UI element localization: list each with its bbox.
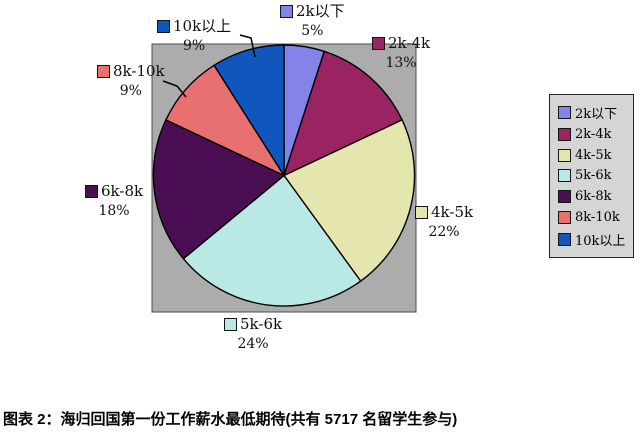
- callout-label: 4k-5k: [431, 203, 474, 221]
- callout-label: 5k-6k: [240, 315, 283, 333]
- pie-slice-2k-4k: [282, 50, 404, 177]
- legend-item-6k-8k: 6k-8k: [558, 189, 633, 204]
- pie-slice-4k-5k: [282, 118, 416, 283]
- callout-8k-10k: 8k-10k 9%: [97, 62, 165, 100]
- pie-slice-6k-8k: [152, 118, 286, 260]
- legend-swatch-icon: [558, 233, 571, 247]
- legend-item-5k-6k: 5k-6k: [558, 168, 633, 183]
- legend-swatch-icon: [558, 190, 571, 204]
- legend-item-10k以上: 10k以上: [558, 230, 633, 249]
- legend-item-label: 6k-8k: [575, 189, 612, 205]
- callout-percent: 18%: [98, 203, 130, 220]
- callout-percent: 9%: [182, 38, 206, 55]
- callout-label: 6k-8k: [101, 182, 144, 200]
- pie-slice-10k以上: [213, 44, 285, 178]
- legend-swatch-icon: [558, 210, 571, 224]
- legend-item-label: 5k-6k: [575, 168, 612, 184]
- legend-item-label: 2k以下: [575, 106, 618, 122]
- callout-label: 2k-4k: [388, 34, 431, 52]
- callout-label: 8k-10k: [113, 62, 165, 80]
- pie-slices-group: [152, 44, 416, 307]
- callout-2k-4k: 2k-4k 13%: [372, 34, 431, 72]
- legend-item-2k以下: 2k以下: [558, 103, 633, 122]
- color-swatch-icon: [85, 185, 98, 199]
- leader-line-10k-above: [239, 34, 256, 58]
- callout-5k-6k: 5k-6k 24%: [224, 315, 283, 353]
- color-swatch-icon: [97, 65, 110, 79]
- callout-percent: 5%: [301, 23, 324, 40]
- callout-percent: 22%: [428, 224, 460, 241]
- callout-percent: 24%: [237, 336, 269, 353]
- color-swatch-icon: [280, 5, 293, 19]
- callout-percent: 13%: [385, 55, 417, 72]
- legend-item-label: 10k以上: [575, 234, 626, 250]
- callout-2k-below: 2k以下 5%: [280, 2, 345, 40]
- legend-swatch-icon: [558, 169, 571, 183]
- callout-6k-8k: 6k-8k 18%: [85, 182, 144, 220]
- callout-10k-above: 10k以上 9%: [157, 17, 232, 55]
- color-swatch-icon: [415, 206, 428, 220]
- legend-item-label: 4k-5k: [575, 147, 612, 163]
- callout-label: 10k以上: [173, 17, 232, 35]
- legend-item-8k-10k: 8k-10k: [558, 210, 633, 225]
- callout-4k-5k: 4k-5k 22%: [415, 203, 474, 241]
- callout-percent: 9%: [119, 83, 142, 100]
- color-swatch-icon: [157, 20, 170, 34]
- legend-box: 2k以下 2k-4k 4k-5k 5k-6k 6k-8k 8k-10k 10k以上: [549, 94, 634, 258]
- color-swatch-icon: [224, 318, 237, 332]
- legend-item-4k-5k: 4k-5k: [558, 148, 633, 163]
- leader-line-8k-10k: [162, 80, 187, 98]
- figure-caption: 图表 2：海归回国第一份工作薪水最低期待(共有 5717 名留学生参与): [3, 411, 458, 428]
- legend-item-label: 2k-4k: [575, 127, 612, 143]
- callout-label: 2k以下: [296, 2, 345, 20]
- legend-item-2k-4k: 2k-4k: [558, 127, 633, 142]
- pie-slice-5k-6k: [182, 174, 362, 307]
- legend-swatch-icon: [558, 105, 571, 119]
- color-swatch-icon: [372, 37, 385, 51]
- legend-swatch-icon: [558, 148, 571, 162]
- legend-swatch-icon: [558, 128, 571, 142]
- legend-item-label: 8k-10k: [575, 209, 620, 225]
